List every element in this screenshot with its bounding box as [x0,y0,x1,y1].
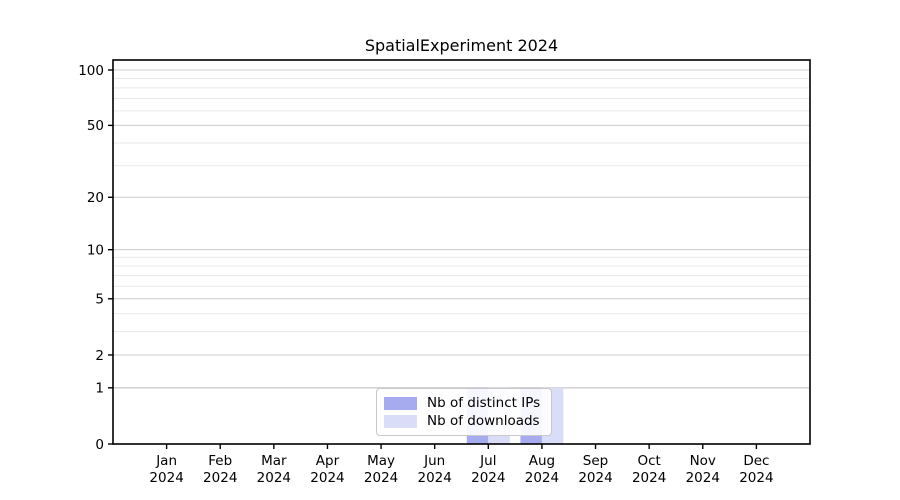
x-tick-label-year: 2024 [471,470,505,486]
downloads-swatch-icon [384,414,417,428]
legend: Nb of distinct IPs Nb of downloads [376,388,552,436]
x-tick-label-year: 2024 [418,470,452,486]
distinct-ips-swatch-icon [384,396,417,410]
legend-label-distinct-ips: Nb of distinct IPs [427,395,541,411]
legend-label-downloads: Nb of downloads [427,413,540,429]
x-tick-label-year: 2024 [686,470,720,486]
axis-spines [112,59,811,445]
x-tick-label-month: Nov [690,453,716,469]
y-tick-label: 1 [95,381,104,397]
x-tick-label-month: Jun [423,453,445,469]
x-tick-label-month: Aug [529,453,555,469]
x-tick-label-year: 2024 [525,470,559,486]
legend-item-downloads: Nb of downloads [384,412,543,430]
legend-item-distinct-ips: Nb of distinct IPs [384,394,543,412]
x-tick-label-month: Feb [208,453,232,469]
y-tick-label: 100 [78,63,104,79]
x-tick-label-year: 2024 [257,470,291,486]
x-tick-label-month: Jul [479,453,496,469]
x-tick-label-month: May [367,453,395,469]
y-tick-label: 50 [87,118,104,134]
x-tick-label-year: 2024 [149,470,183,486]
x-tick-label-month: Apr [316,453,340,469]
y-tick-label: 20 [87,190,104,206]
y-tick-label: 10 [87,242,104,258]
chart-title: SpatialExperiment 2024 [364,36,559,55]
y-tick-label: 2 [95,348,104,364]
x-tick-label-year: 2024 [364,470,398,486]
x-tick-label-year: 2024 [739,470,773,486]
x-tick-label-year: 2024 [632,470,666,486]
x-tick-label-month: Mar [261,453,287,469]
x-tick-label-month: Sep [583,453,608,469]
x-tick-label-year: 2024 [310,470,344,486]
y-tick-label: 5 [95,292,104,308]
x-tick-label-year: 2024 [578,470,612,486]
y-tick-label: 0 [95,437,104,453]
x-tick-label-month: Dec [743,453,769,469]
x-tick-label-month: Oct [637,453,660,469]
x-tick-label-month: Jan [155,453,177,469]
x-tick-label-year: 2024 [203,470,237,486]
